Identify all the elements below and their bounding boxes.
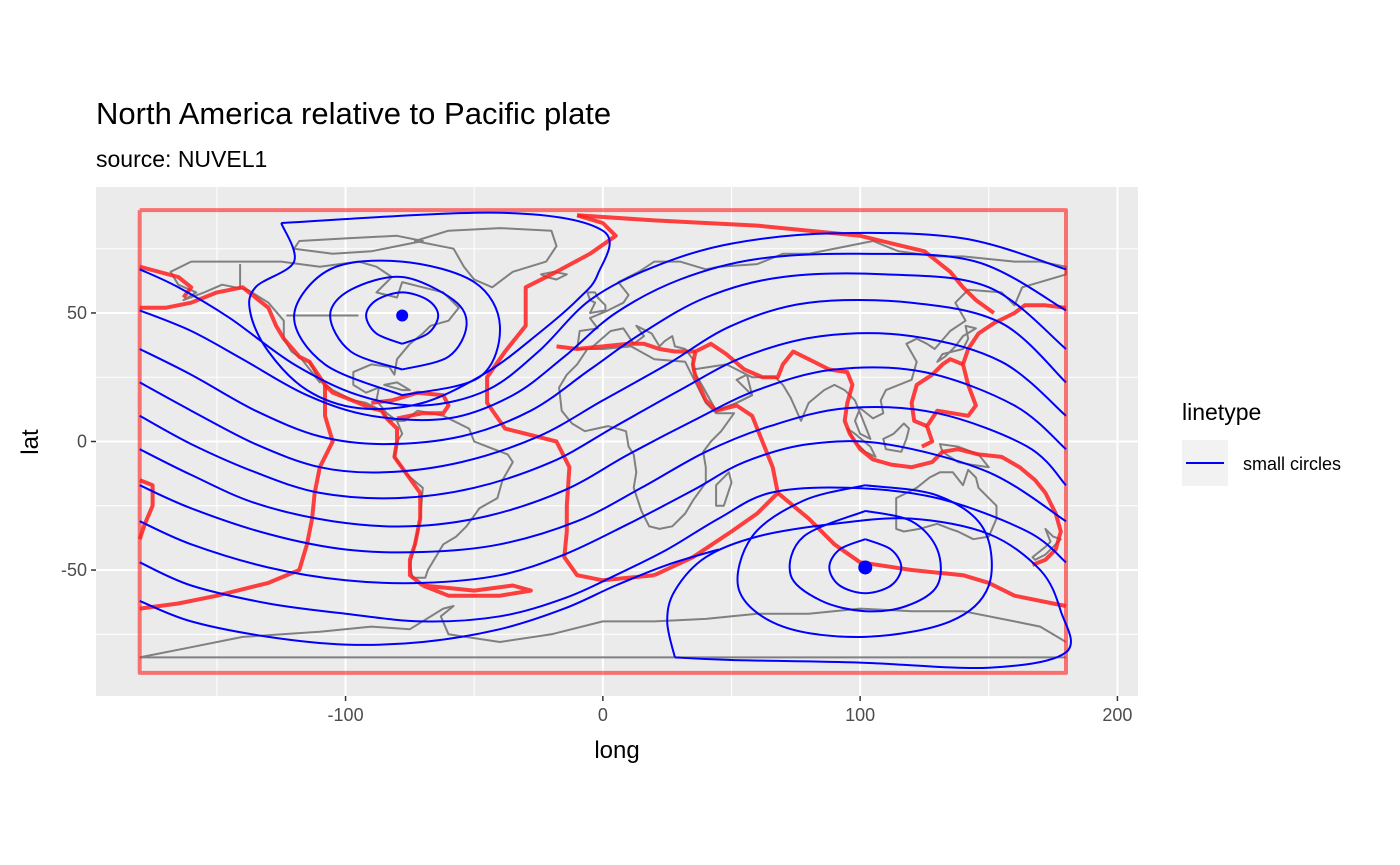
- y-tick-label: 50: [67, 303, 87, 323]
- euler-pole-north: [396, 310, 408, 322]
- legend-title: linetype: [1182, 399, 1261, 425]
- y-tick-label: -50: [61, 560, 87, 580]
- chart-title: North America relative to Pacific plate: [96, 96, 611, 131]
- x-tick-label: 0: [598, 705, 608, 725]
- y-tick-label: 0: [77, 432, 87, 452]
- y-axis-title: lat: [17, 429, 44, 455]
- x-axis-title: long: [594, 737, 639, 764]
- x-tick-label: 100: [845, 705, 875, 725]
- x-tick-label: 200: [1102, 705, 1132, 725]
- chart-subtitle: source: NUVEL1: [96, 146, 267, 172]
- euler-pole-south: [858, 560, 872, 574]
- x-tick-label: -100: [328, 705, 364, 725]
- legend: linetype small circles: [1182, 399, 1341, 486]
- legend-label-small-circles: small circles: [1243, 454, 1341, 474]
